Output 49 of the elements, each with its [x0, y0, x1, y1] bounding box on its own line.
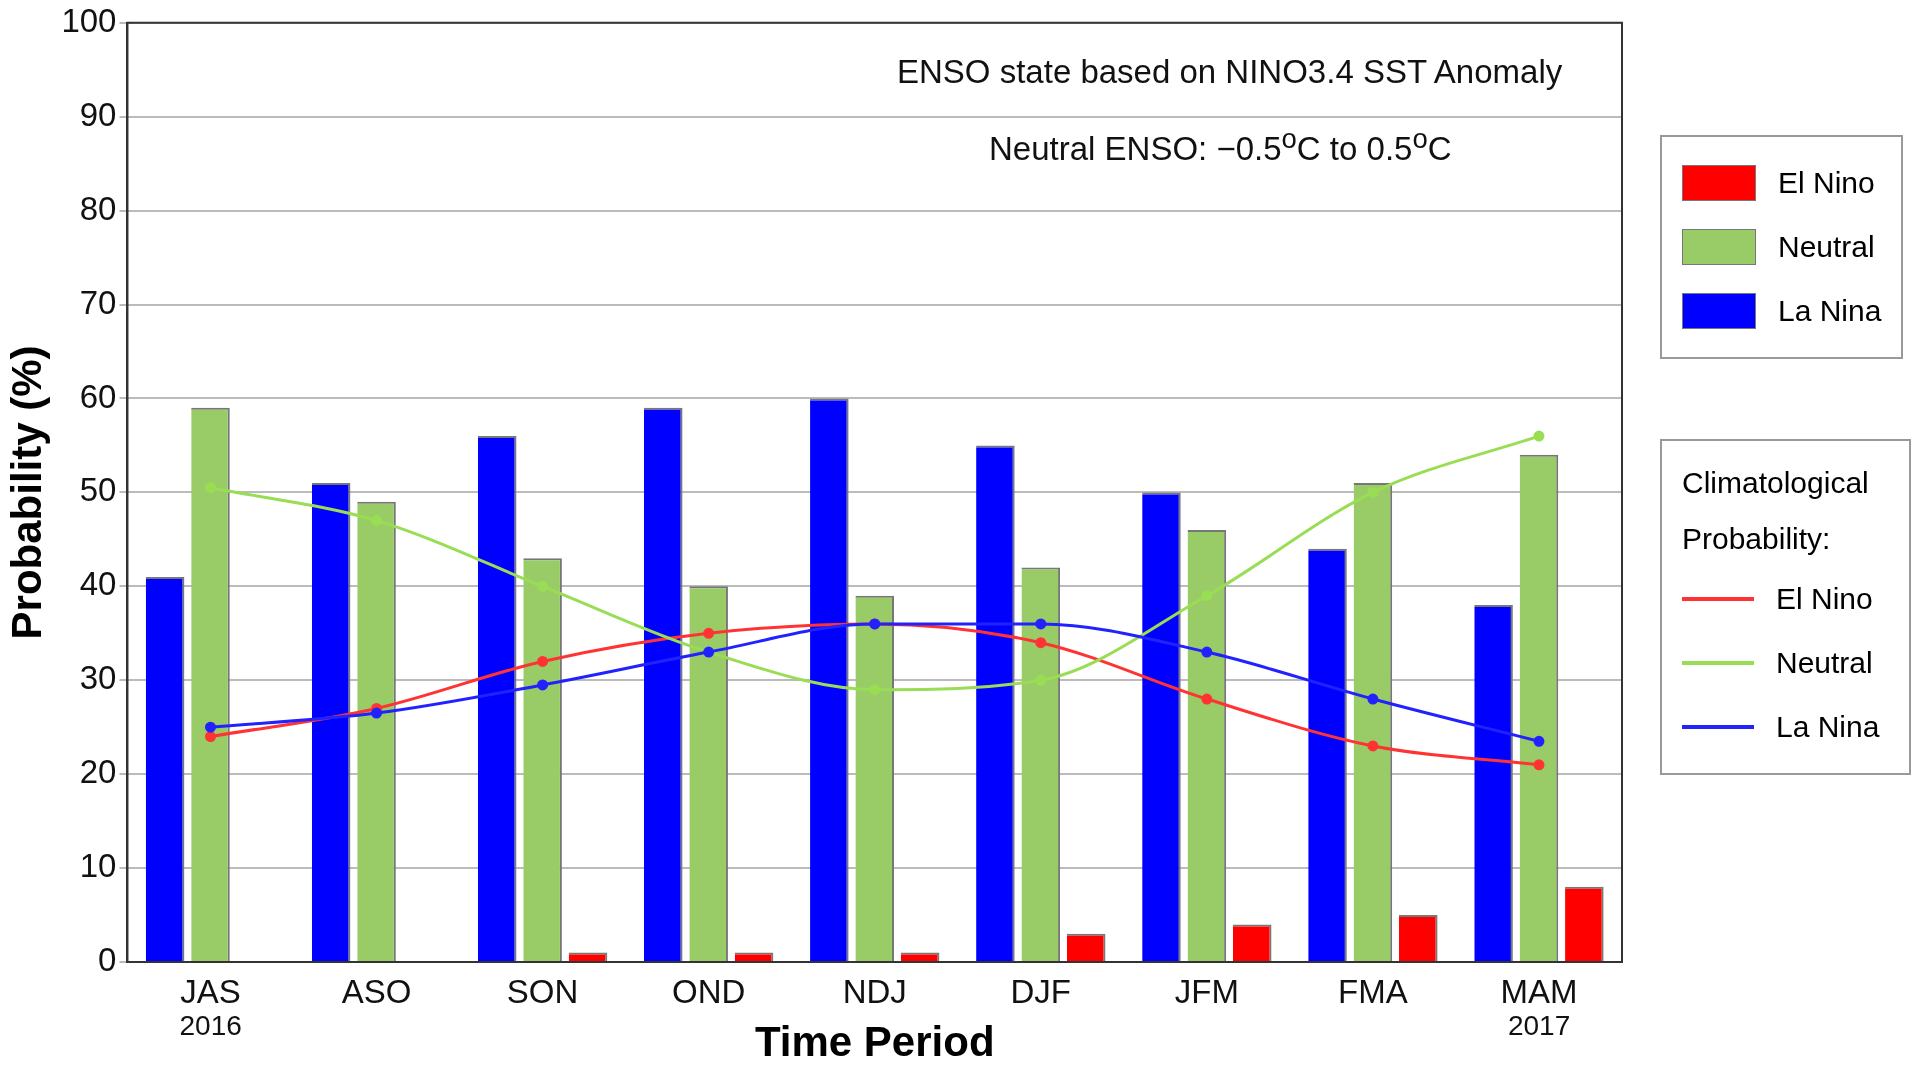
point — [1533, 430, 1545, 442]
point — [1201, 646, 1213, 658]
legend-label: Neutral — [1776, 646, 1873, 680]
y-tick-label: 50 — [79, 471, 117, 509]
y-tick-label: 90 — [79, 95, 117, 133]
x-tick-label: NDJ — [842, 972, 907, 1010]
legend-label: La Nina — [1776, 710, 1880, 744]
point — [371, 707, 383, 719]
y-tick-label: 60 — [79, 377, 117, 415]
point — [1201, 693, 1213, 705]
y-tick-label: 20 — [79, 753, 117, 791]
point — [537, 679, 549, 691]
x-tick-label: MAM — [1500, 972, 1578, 1010]
point — [204, 731, 216, 743]
legend-label: El Nino — [1778, 166, 1875, 200]
point — [204, 721, 216, 733]
legend-label: La Nina — [1778, 294, 1882, 328]
point — [1533, 735, 1545, 747]
y-axis-title: Probability (%) — [2, 345, 50, 640]
x-tick-label: JFM — [1174, 972, 1239, 1010]
x-tick-label: FMA — [1338, 972, 1408, 1010]
x-axis-title: Time Period — [754, 1018, 995, 1066]
y-tick-label: 30 — [79, 659, 117, 697]
point — [537, 655, 549, 667]
y-tick-label: 80 — [79, 189, 117, 227]
y-tick-label: 0 — [98, 941, 117, 979]
y-tick-label: 10 — [79, 847, 117, 885]
point — [1035, 618, 1047, 630]
point — [1533, 759, 1545, 771]
x-tick-label: DJF — [1010, 972, 1072, 1010]
point — [1035, 637, 1047, 649]
annotation: Neutral ENSO: −0.5$^{o}$C to 0.5$^{o}$C — [989, 122, 1452, 168]
point — [1367, 693, 1379, 705]
y-tick-label: 40 — [79, 565, 117, 603]
x-tick-label: SON — [506, 972, 579, 1010]
text: 2017 — [1507, 1010, 1571, 1042]
legend-title: Climatological Probability: — [1682, 465, 1870, 557]
point — [703, 627, 715, 639]
point — [1367, 486, 1379, 498]
legend-label: El Nino — [1776, 582, 1873, 616]
legend-label: Neutral — [1778, 230, 1875, 264]
x-tick-label: ASO — [341, 972, 412, 1010]
x-tick-label: JAS — [180, 972, 241, 1010]
x-tick-label: OND — [672, 972, 746, 1010]
y-tick-label: 100 — [61, 1, 117, 39]
text: 2016 — [179, 1010, 242, 1042]
annotation: ENSO state based on NINO3.4 SST Anomaly — [897, 52, 1563, 91]
point — [1367, 740, 1379, 752]
y-tick-label: 70 — [79, 283, 117, 321]
